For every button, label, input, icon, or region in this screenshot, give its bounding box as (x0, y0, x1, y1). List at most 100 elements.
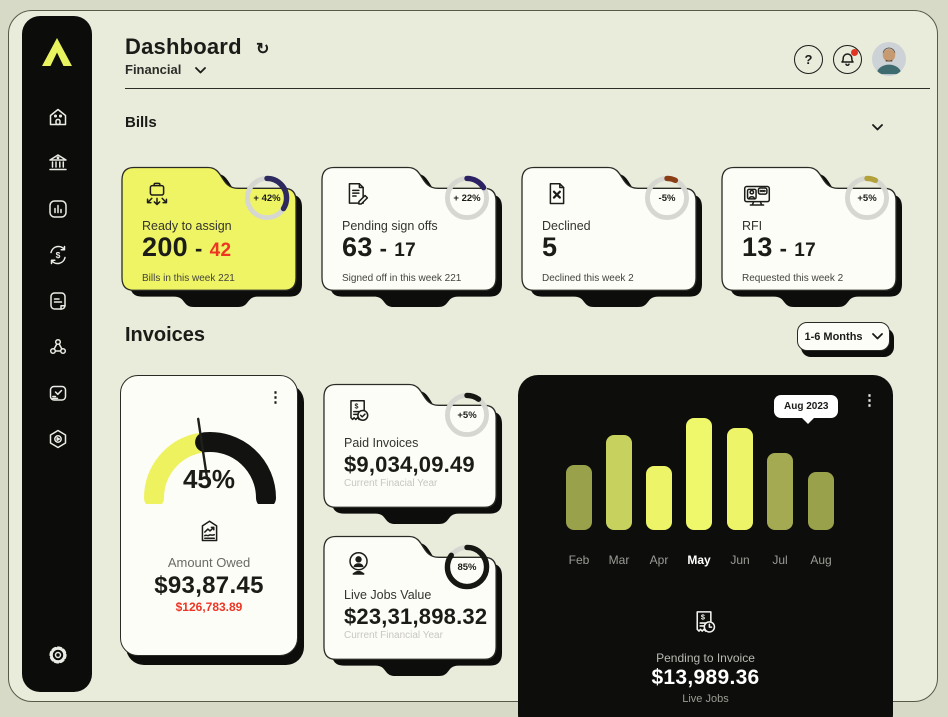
pending-to-invoice-label: Pending to Invoice (656, 651, 755, 665)
workflow-icon (49, 429, 67, 449)
live-jobs-label: Live Jobs (682, 693, 729, 705)
card-label: Pending sign offs (342, 219, 438, 233)
bills-collapse-chevron-icon[interactable] (872, 118, 883, 136)
paid-invoice-receipt-icon: $ (342, 396, 376, 430)
folder-card-shape (721, 166, 902, 307)
sidebar-item-bank[interactable] (45, 150, 69, 174)
paid-invoices-card: $ +5% Paid Invoices $9,034,09.49 Current… (322, 372, 504, 524)
progress-ring: + 22% (442, 173, 492, 223)
header-divider (125, 88, 930, 89)
sidebar-item-invoices[interactable] (45, 288, 69, 312)
user-avatar[interactable] (872, 42, 906, 76)
network-icon (49, 338, 67, 355)
card-label: Declined (542, 219, 591, 233)
axis-label: Jul (772, 553, 788, 567)
live-jobs-value-card: 85% Live Jobs Value $23,31,898.32 Curren… (322, 524, 504, 676)
chevron-down-icon (871, 331, 883, 343)
sidebar-item-workflows[interactable] (45, 426, 69, 450)
chart-bar-mar: Mar (606, 418, 632, 567)
chart-bar-aug: Aug (808, 418, 834, 567)
folder-card-shape (121, 166, 302, 307)
sign-off-document-icon (340, 179, 374, 213)
notification-badge (851, 48, 858, 56)
declined-document-icon (540, 179, 574, 213)
sidebar-item-inbox[interactable] (45, 380, 69, 404)
money-transfer-icon: $ (50, 245, 66, 265)
card-label: RFI (742, 219, 763, 233)
kebab-menu-icon[interactable]: ⋮ (268, 389, 283, 406)
sidebar-item-money-transfer[interactable]: $ (45, 242, 69, 266)
home-icon (49, 108, 67, 126)
folder-card-shape (321, 166, 502, 307)
folder-card-shape (323, 535, 503, 676)
ring-percent-label: +5% (857, 192, 877, 204)
chart-bar-jun: Jun (727, 418, 753, 567)
analytics-icon (49, 200, 67, 218)
header-actions: ? (794, 42, 906, 76)
bar[interactable] (767, 452, 793, 530)
ring-percent-label: + 42% (253, 192, 281, 204)
settings-gear-icon (49, 646, 67, 664)
notifications-button[interactable] (833, 44, 862, 74)
bell-icon (841, 52, 854, 66)
live-jobs-webcam-icon (342, 548, 376, 582)
bar[interactable] (646, 466, 672, 530)
progress-ring: 85% (442, 542, 492, 592)
chevron-down-icon (195, 62, 207, 77)
bar[interactable] (606, 434, 632, 530)
axis-label: Feb (568, 553, 590, 567)
amount-owed-label: Amount Owed (167, 555, 251, 570)
refresh-icon[interactable]: ↻ (256, 41, 270, 58)
inbox-icon (49, 385, 67, 401)
amount-owed-report-icon (193, 516, 227, 550)
bar[interactable] (808, 471, 834, 530)
card-value: 63-17 (342, 232, 417, 262)
rfi-request-icon (740, 179, 774, 213)
chart-bar-may: May (686, 418, 712, 567)
months-filter-dropdown[interactable]: 1-6 Months (797, 322, 890, 351)
chart-bar-apr: Apr (646, 418, 672, 567)
ring-percent-label: 85% (457, 561, 477, 573)
invoices-chart-panel: ⋮ Aug 2023 Feb Mar Apr May Jun Jul Aug $… (518, 375, 893, 717)
card-subtext: Requested this week 2 (742, 273, 844, 284)
card-value: 200-42 (142, 232, 232, 262)
folder-card-shape (521, 166, 702, 307)
bar[interactable] (727, 428, 753, 530)
chart-bar-feb: Feb (566, 418, 592, 567)
bills-card-rfi: +5% RFI 13-17 Requested this week 2 (720, 155, 904, 307)
axis-label: Aug (810, 553, 832, 567)
assign-briefcase-icon (140, 179, 174, 213)
financial-nav-dropdown[interactable]: Financial (125, 62, 207, 77)
ring-percent-label: +5% (457, 409, 477, 421)
progress-ring: +5% (442, 390, 492, 440)
progress-ring: -5% (642, 173, 692, 223)
amount-owed-previous-value: $126,783.89 (175, 600, 243, 614)
financial-nav-label: Financial (125, 62, 182, 77)
amount-owed-gauge (144, 417, 276, 504)
ring-percent-label: -5% (658, 192, 676, 204)
card-subtext: Declined this week 2 (542, 273, 634, 284)
gauge-percent: 45% (182, 464, 236, 494)
bills-card-pending-sign-offs: + 22% Pending sign offs 63-17 Signed off… (320, 155, 504, 307)
bar[interactable] (686, 418, 712, 530)
card-value: 5 (542, 232, 558, 262)
help-button[interactable]: ? (794, 44, 823, 74)
ring-percent-label: + 22% (453, 192, 481, 204)
sidebar-item-network[interactable] (45, 334, 69, 358)
sidebar-item-analytics[interactable] (45, 196, 69, 220)
app-logo-icon[interactable] (39, 36, 75, 68)
kebab-menu-icon[interactable]: ⋮ (862, 392, 877, 409)
card-label: Live Jobs Value (344, 588, 432, 602)
bar[interactable] (566, 465, 592, 530)
svg-text:$: $ (354, 402, 358, 410)
bank-icon (49, 154, 67, 171)
page-title: Dashboard (125, 34, 242, 59)
axis-label: Mar (608, 553, 630, 567)
pending-to-invoice-value: $13,989.36 (651, 666, 760, 689)
sidebar-item-home[interactable] (45, 104, 69, 128)
axis-label: Jun (730, 553, 750, 567)
invoices-section-title: Invoices (125, 324, 206, 346)
months-filter-label: 1-6 Months (804, 330, 863, 343)
sidebar-item-settings[interactable] (45, 642, 69, 666)
progress-ring: + 42% (242, 173, 292, 223)
